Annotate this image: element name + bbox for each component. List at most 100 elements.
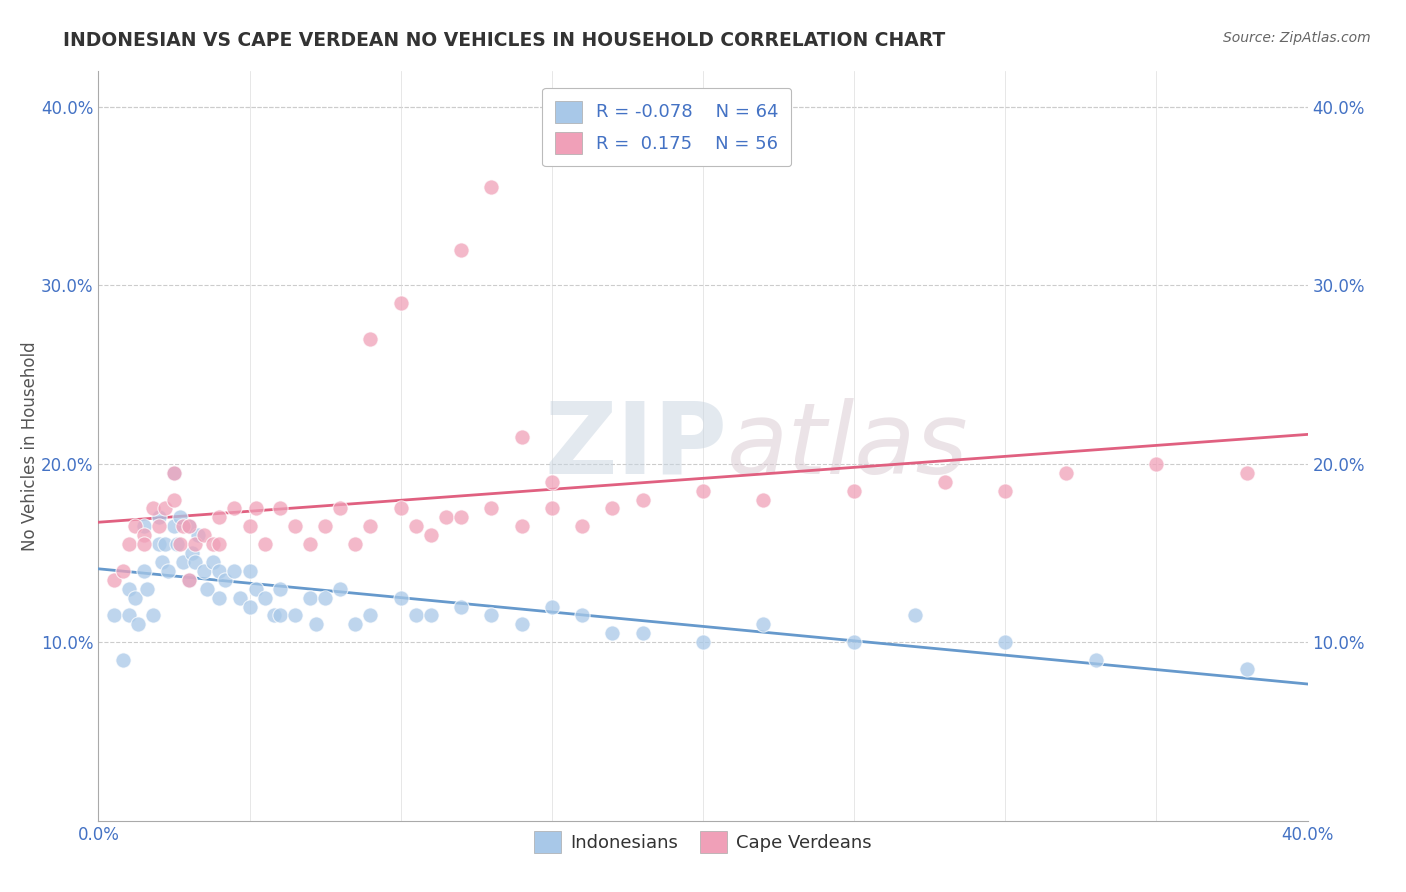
Point	[540, 599, 562, 614]
Point	[314, 591, 336, 605]
Point	[510, 617, 533, 632]
Point	[214, 573, 236, 587]
Point	[184, 555, 207, 569]
Point	[360, 608, 382, 623]
Point	[344, 537, 367, 551]
Point	[692, 635, 714, 649]
Point	[299, 591, 322, 605]
Text: atlas: atlas	[727, 398, 969, 494]
Point	[156, 564, 179, 578]
Point	[239, 564, 262, 578]
Point	[405, 519, 427, 533]
Point	[245, 501, 267, 516]
Point	[208, 510, 231, 524]
Point	[253, 591, 276, 605]
Point	[360, 519, 382, 533]
Point	[481, 180, 503, 194]
Point	[631, 626, 654, 640]
Point	[224, 564, 246, 578]
Point	[193, 564, 215, 578]
Point	[450, 510, 472, 524]
Point	[118, 608, 141, 623]
Point	[1236, 466, 1258, 480]
Point	[269, 582, 291, 596]
Point	[752, 617, 775, 632]
Point	[132, 528, 155, 542]
Point	[195, 582, 218, 596]
Y-axis label: No Vehicles in Household: No Vehicles in Household	[21, 341, 39, 551]
Point	[124, 519, 146, 533]
Point	[163, 492, 186, 507]
Point	[153, 501, 176, 516]
Point	[153, 537, 176, 551]
Point	[127, 617, 149, 632]
Point	[263, 608, 285, 623]
Point	[299, 537, 322, 551]
Point	[179, 519, 201, 533]
Point	[111, 564, 134, 578]
Point	[904, 608, 927, 623]
Point	[142, 608, 165, 623]
Point	[202, 537, 225, 551]
Point	[135, 582, 157, 596]
Point	[103, 608, 125, 623]
Point	[245, 582, 267, 596]
Point	[118, 537, 141, 551]
Point	[111, 653, 134, 667]
Point	[132, 519, 155, 533]
Point	[132, 564, 155, 578]
Point	[420, 608, 443, 623]
Point	[360, 332, 382, 346]
Point	[305, 617, 328, 632]
Point	[163, 519, 186, 533]
Point	[184, 537, 207, 551]
Point	[224, 501, 246, 516]
Point	[169, 537, 191, 551]
Point	[692, 483, 714, 498]
Point	[239, 519, 262, 533]
Point	[571, 608, 593, 623]
Point	[284, 519, 307, 533]
Point	[150, 555, 173, 569]
Point	[540, 501, 562, 516]
Point	[481, 501, 503, 516]
Point	[420, 528, 443, 542]
Point	[163, 466, 186, 480]
Point	[208, 564, 231, 578]
Point	[269, 608, 291, 623]
Point	[124, 591, 146, 605]
Point	[1054, 466, 1077, 480]
Point	[284, 608, 307, 623]
Point	[132, 537, 155, 551]
Point	[631, 492, 654, 507]
Point	[269, 501, 291, 516]
Text: ZIP: ZIP	[544, 398, 727, 494]
Point	[434, 510, 457, 524]
Point	[752, 492, 775, 507]
Point	[344, 617, 367, 632]
Point	[166, 537, 188, 551]
Point	[405, 608, 427, 623]
Point	[389, 591, 412, 605]
Point	[148, 519, 170, 533]
Point	[540, 475, 562, 489]
Point	[169, 510, 191, 524]
Point	[602, 501, 624, 516]
Point	[179, 519, 201, 533]
Point	[187, 528, 209, 542]
Point	[510, 430, 533, 444]
Point	[1236, 662, 1258, 676]
Point	[103, 573, 125, 587]
Point	[179, 573, 201, 587]
Point	[181, 546, 204, 560]
Point	[142, 501, 165, 516]
Point	[994, 483, 1017, 498]
Point	[179, 573, 201, 587]
Point	[329, 582, 352, 596]
Point	[510, 519, 533, 533]
Text: Source: ZipAtlas.com: Source: ZipAtlas.com	[1223, 31, 1371, 45]
Point	[450, 599, 472, 614]
Point	[844, 635, 866, 649]
Point	[253, 537, 276, 551]
Point	[148, 537, 170, 551]
